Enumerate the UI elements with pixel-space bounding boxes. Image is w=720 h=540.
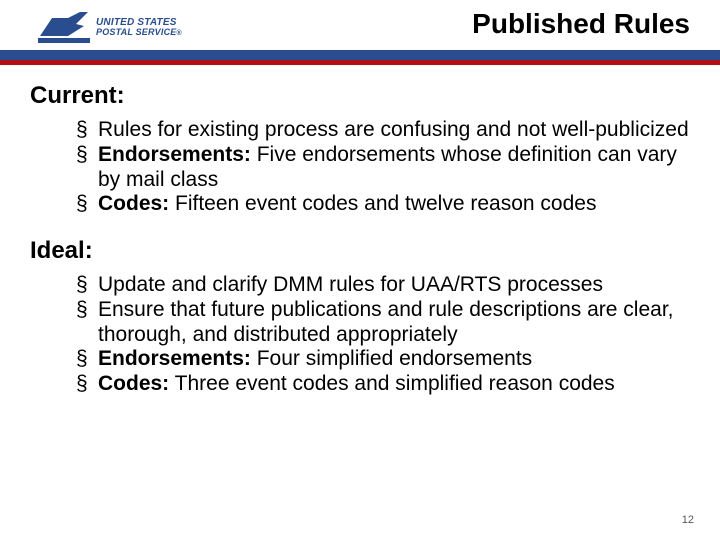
header-blue-bar <box>0 50 720 60</box>
ideal-bullets: Update and clarify DMM rules for UAA/RTS… <box>30 273 692 397</box>
bullet-label: Endorsements: <box>98 347 251 370</box>
list-item: Ensure that future publications and rule… <box>76 298 692 348</box>
bullet-label: Endorsements: <box>98 143 251 166</box>
list-item: Codes: Three event codes and simplified … <box>76 372 692 397</box>
slide-content: Current: Rules for existing process are … <box>30 82 692 417</box>
list-item: Codes: Fifteen event codes and twelve re… <box>76 192 692 217</box>
page-number: 12 <box>682 514 694 526</box>
logo-registered: ® <box>176 30 181 37</box>
bullet-text: Ensure that future publications and rule… <box>98 298 674 346</box>
list-item: Endorsements: Four simplified endorsemen… <box>76 347 692 372</box>
slide-header: UNITED STATES POSTAL SERVICE® Published … <box>0 0 720 58</box>
header-red-bar <box>0 60 720 65</box>
list-item: Endorsements: Five endorsements whose de… <box>76 143 692 193</box>
list-item: Update and clarify DMM rules for UAA/RTS… <box>76 273 692 298</box>
bullet-text: Update and clarify DMM rules for UAA/RTS… <box>98 273 603 296</box>
logo-text: UNITED STATES POSTAL SERVICE® <box>96 18 182 39</box>
bullet-text: Fifteen event codes and twelve reason co… <box>169 192 596 215</box>
slide-title: Published Rules <box>472 8 690 40</box>
bullet-text: Rules for existing process are confusing… <box>98 118 689 141</box>
list-item: Rules for existing process are confusing… <box>76 118 692 143</box>
usps-logo: UNITED STATES POSTAL SERVICE® <box>38 10 182 46</box>
logo-line2: POSTAL SERVICE <box>96 27 176 37</box>
bullet-text: Four simplified endorsements <box>251 347 532 370</box>
bullet-label: Codes: <box>98 192 169 215</box>
eagle-icon <box>38 10 90 46</box>
ideal-heading: Ideal: <box>30 237 692 265</box>
current-bullets: Rules for existing process are confusing… <box>30 118 692 217</box>
logo-line1: UNITED STATES <box>96 17 177 28</box>
current-heading: Current: <box>30 82 692 110</box>
bullet-text: Three event codes and simplified reason … <box>169 372 615 395</box>
bullet-label: Codes: <box>98 372 169 395</box>
